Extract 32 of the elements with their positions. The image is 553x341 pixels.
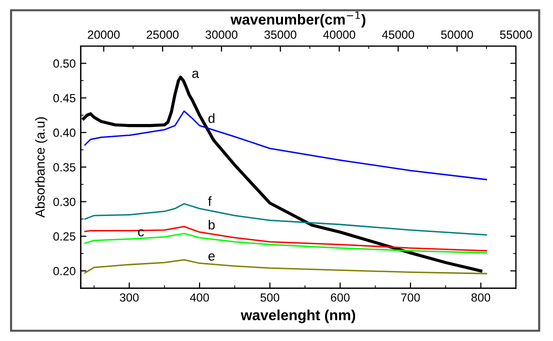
annotation: f <box>208 196 212 206</box>
y-tick-label: 0.40 <box>53 128 76 137</box>
x-tick-label: 600 <box>330 293 350 302</box>
x2-tick-label: 55000 <box>500 30 532 39</box>
x-axis-title: wavelenght (nm) <box>240 310 356 324</box>
x2-tick-label: 45000 <box>382 30 414 39</box>
x2-tick-label: 35000 <box>264 30 296 39</box>
y-axis-title: Absorbance (a.u) <box>35 117 48 218</box>
line-series <box>84 110 488 180</box>
y-tick-label: 0.45 <box>53 94 76 102</box>
x2-axis-title: wavenumber(cm$^{−1}$) <box>230 11 366 28</box>
y-tick-label: 0.20 <box>53 266 76 276</box>
x-tick-label: 800 <box>471 293 490 302</box>
x-tick-label: 400 <box>190 293 209 302</box>
annotation: a <box>192 70 200 78</box>
x2-tick-label: 30000 <box>206 30 238 39</box>
line-series <box>84 259 488 274</box>
annotation: e <box>208 253 215 261</box>
y-tick-label: 0.25 <box>53 232 76 241</box>
annotation: b <box>208 220 215 230</box>
x2-tick-label: 20000 <box>88 30 120 39</box>
x2-tick-label: 50000 <box>441 30 474 39</box>
x-tick-label: 300 <box>120 293 139 302</box>
y-tick-label: 0.30 <box>53 198 76 206</box>
x2-tick-label: 25000 <box>146 30 179 39</box>
annotation: c <box>138 229 144 236</box>
x-tick-label: 700 <box>401 293 420 302</box>
x2-tick-label: 40000 <box>323 30 356 39</box>
y-tick-label: 0.50 <box>53 59 76 68</box>
annotation: d <box>208 113 214 123</box>
x-tick-label: 500 <box>260 293 280 302</box>
y-tick-label: 0.35 <box>53 163 76 172</box>
